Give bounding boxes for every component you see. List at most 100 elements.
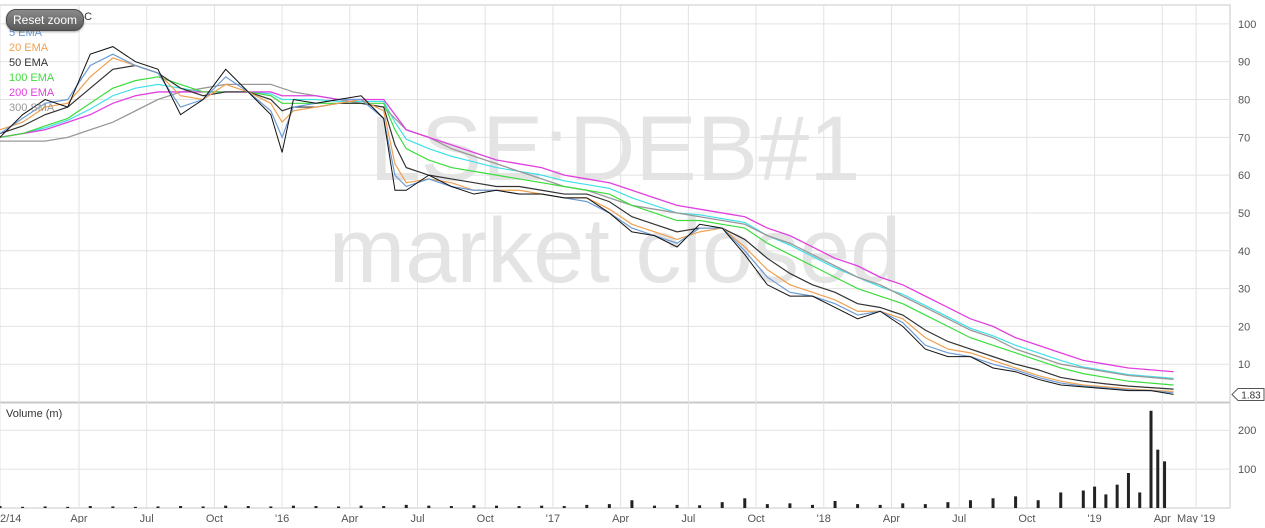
volume-bar (337, 506, 341, 508)
volume-bar (359, 505, 363, 508)
volume-bar (1115, 484, 1119, 508)
volume-bar (698, 505, 702, 508)
x-tick-label: Jul (410, 513, 424, 523)
volume-bar (156, 506, 160, 508)
x-tick-label: Apr (70, 513, 87, 523)
x-tick-label: '18 (817, 513, 831, 523)
legend-item: 50 EMA (9, 57, 49, 69)
volume-bar (495, 505, 499, 508)
legend-item: 100 EMA (9, 72, 55, 84)
volume-bar (1126, 473, 1130, 508)
price-tick-label: 70 (1238, 132, 1250, 144)
x-tick-label: Jul (952, 513, 966, 523)
volume-bar (968, 500, 972, 508)
price-tick-label: 80 (1238, 95, 1250, 107)
volume-bar (1036, 500, 1040, 508)
volume-bar (540, 505, 544, 508)
volume-bar (1093, 486, 1097, 508)
x-tick-label: Oct (747, 513, 764, 523)
price-tick-label: 60 (1238, 170, 1250, 182)
volume-panel-border (0, 402, 1231, 509)
volume-bar (1156, 449, 1160, 508)
x-tick-label: Apr (883, 513, 900, 523)
volume-bar (652, 505, 656, 508)
price-tick-label: 20 (1238, 321, 1250, 333)
volume-bar (0, 506, 2, 508)
volume-bar (562, 506, 566, 508)
x-tick-label: 18/12/14 (0, 513, 21, 523)
last-price-flag (1231, 387, 1265, 401)
volume-bar (1104, 494, 1108, 508)
volume-label: Volume (m) (6, 408, 62, 420)
volume-bar (788, 503, 792, 508)
last-price-label: 1.83 (1241, 390, 1261, 401)
x-tick-label: Oct (477, 513, 494, 523)
x-tick-label: Jul (681, 513, 695, 523)
x-tick-label: Oct (206, 513, 223, 523)
reset-zoom-button[interactable]: Reset zoom (6, 9, 84, 31)
volume-bar (66, 506, 70, 508)
volume-bar (133, 506, 137, 508)
volume-bar (1163, 461, 1167, 508)
ema100-line (0, 76, 1174, 386)
x-tick-label: Apr (341, 513, 358, 523)
volume-bar (246, 506, 250, 508)
volume-tick-label: 200 (1238, 425, 1256, 437)
x-tick-label: May '19 (1177, 513, 1215, 523)
volume-bar (765, 504, 769, 508)
volume-bar (201, 506, 205, 508)
price-tick-label: 30 (1238, 284, 1250, 296)
legend-item: 200 EMA (9, 87, 55, 99)
volume-bar (43, 506, 47, 508)
price-tick-label: 10 (1238, 359, 1250, 371)
volume-bar (878, 504, 882, 508)
x-tick-label: Jul (140, 513, 154, 523)
price-panel-border (0, 4, 1231, 403)
x-tick-label: Apr (1154, 513, 1171, 523)
x-tick-label: '19 (1087, 513, 1101, 523)
legend-item: 20 EMA (9, 42, 49, 54)
volume-bar (21, 506, 25, 508)
price-tick-label: 40 (1238, 246, 1250, 258)
volume-bar (111, 506, 115, 508)
volume-tick-label: 100 (1238, 464, 1256, 476)
volume-bar (833, 501, 837, 508)
volume-bar (404, 504, 408, 508)
volume-bar (291, 505, 295, 508)
x-tick-label: Oct (1018, 513, 1035, 523)
volume-bar (720, 502, 724, 508)
volume-bar (179, 506, 183, 508)
x-tick-label: Apr (612, 513, 629, 523)
volume-bar (1081, 490, 1085, 508)
volume-bar (382, 506, 386, 508)
volume-bar (630, 500, 634, 508)
volume-bar (923, 504, 927, 508)
legend-item: 300 SMA (9, 102, 55, 114)
volume-bar (314, 506, 318, 508)
volume-bar (743, 498, 747, 508)
volume-bar (517, 506, 521, 508)
volume-bar (472, 505, 476, 508)
price-line (0, 46, 1174, 395)
volume-bar (449, 506, 453, 508)
x-tick-label: '16 (275, 513, 289, 523)
volume-bar (585, 504, 589, 508)
price-tick-label: 100 (1238, 19, 1256, 31)
volume-bar (269, 506, 273, 508)
volume-bar (88, 506, 92, 508)
price-tick-label: 90 (1238, 57, 1250, 69)
volume-bar (1138, 492, 1142, 508)
volume-bar (607, 504, 611, 508)
volume-bar (1059, 492, 1063, 508)
volume-bar (991, 498, 995, 508)
volume-bar (427, 505, 431, 508)
volume-bar (901, 503, 905, 508)
ema50-line (0, 64, 1174, 390)
volume-bar (1149, 410, 1153, 508)
volume-bar (1014, 496, 1018, 508)
volume-bar (675, 504, 679, 508)
price-tick-label: 50 (1238, 208, 1250, 220)
volume-bar (946, 502, 950, 508)
volume-bar (810, 504, 814, 508)
